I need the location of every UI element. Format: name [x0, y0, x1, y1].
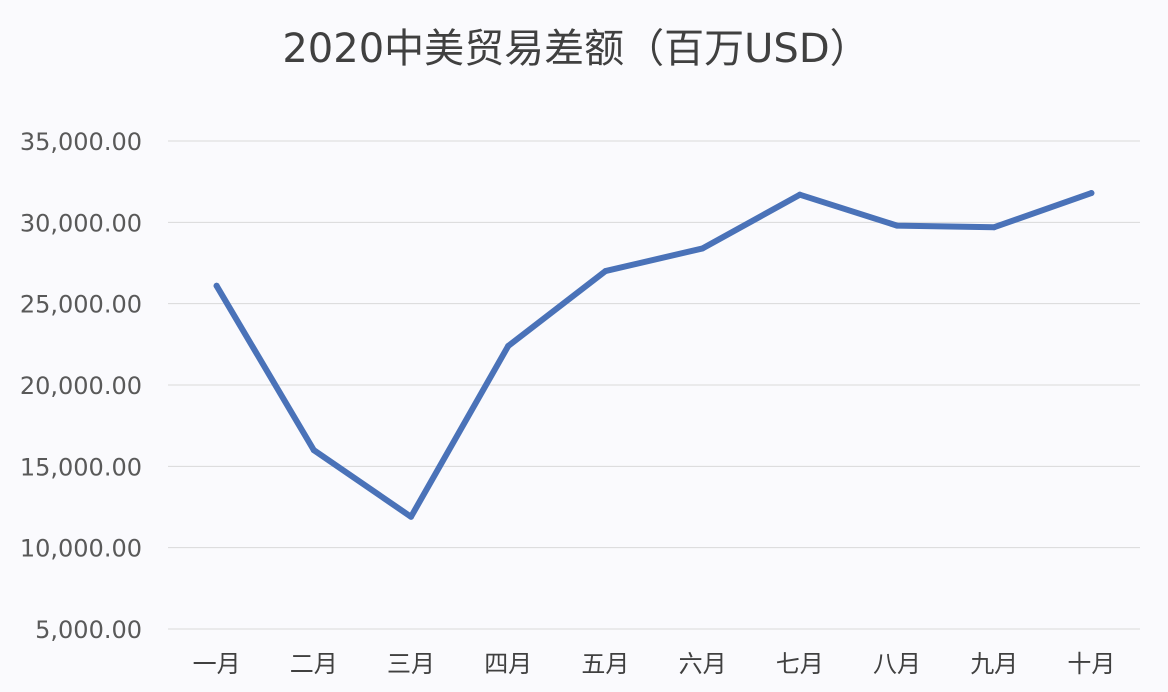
x-tick-label: 九月: [970, 650, 1018, 678]
chart-title: 2020中美贸易差额（百万USD）: [282, 26, 869, 72]
y-tick-label: 10,000.00: [20, 535, 142, 563]
gridlines: [168, 140, 1140, 630]
x-tick-label: 十月: [1067, 650, 1115, 678]
x-tick-label: 七月: [776, 650, 824, 678]
data-point: [1088, 190, 1095, 197]
x-tick-label: 一月: [193, 650, 241, 678]
y-tick-label: 5,000.00: [35, 616, 142, 644]
data-point: [213, 282, 220, 289]
data-point: [310, 447, 317, 454]
data-point: [796, 191, 803, 198]
x-tick-label: 二月: [290, 650, 338, 678]
data-point: [602, 268, 609, 275]
series-layer: [213, 190, 1095, 520]
y-tick-label: 30,000.00: [20, 209, 142, 237]
y-axis-ticks: 5,000.00 10,000.00 15,000.00 20,000.00 25,00…: [20, 128, 142, 644]
y-tick-label: 25,000.00: [20, 291, 142, 319]
x-tick-label: 六月: [679, 650, 727, 678]
data-point: [408, 513, 414, 520]
x-axis-ticks: 一月 二月 三月 四月 五月 六月 七月 八月 九月 十月: [193, 650, 1116, 678]
y-tick-label: 15,000.00: [20, 453, 142, 481]
data-point: [699, 245, 706, 252]
x-tick-label: 八月: [873, 650, 921, 678]
y-tick-label: 20,000.00: [20, 372, 142, 400]
x-tick-label: 三月: [387, 650, 435, 678]
series-line: [213, 190, 1095, 520]
data-point: [505, 342, 512, 349]
data-point: [991, 224, 998, 231]
x-tick-label: 四月: [484, 650, 532, 678]
data-point: [894, 222, 900, 229]
y-tick-label: 35,000.00: [20, 128, 142, 156]
x-tick-label: 五月: [581, 650, 629, 678]
